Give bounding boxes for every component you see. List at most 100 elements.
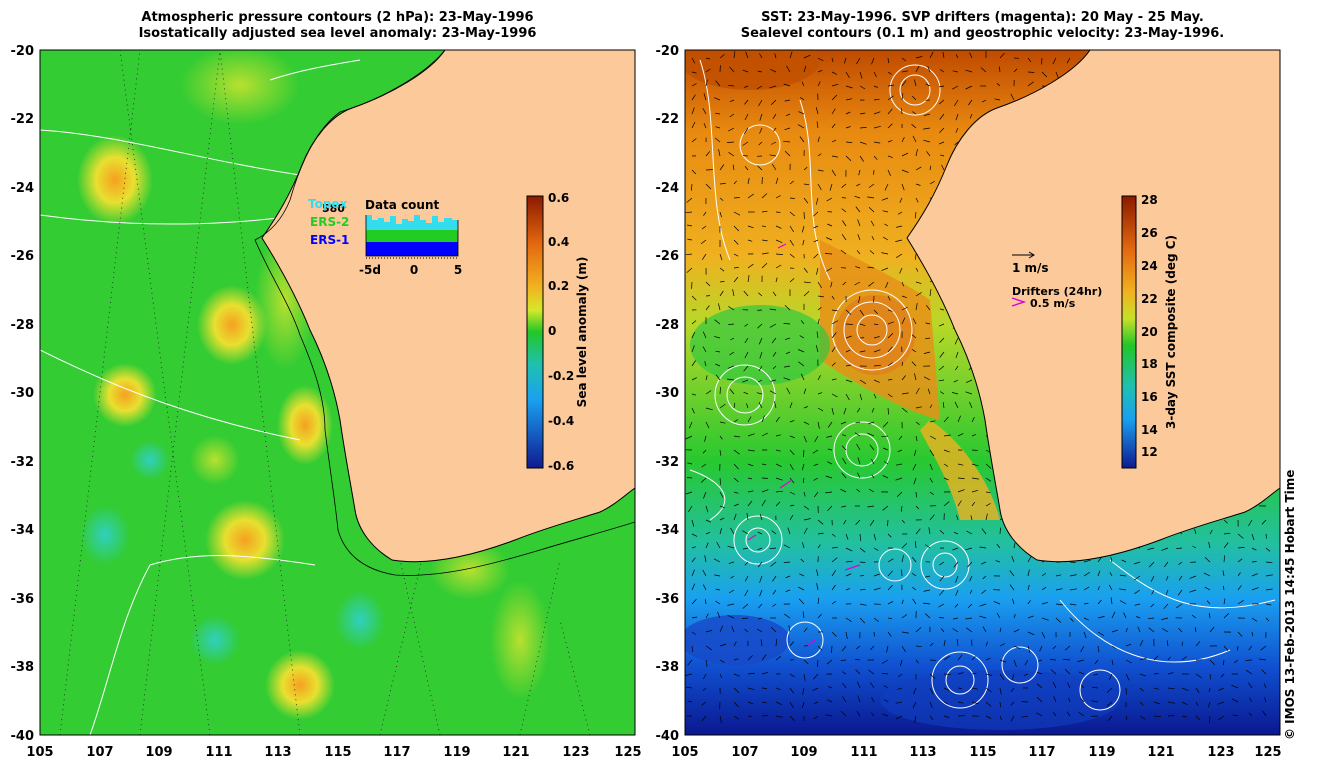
velocity-arrow: [1161, 547, 1169, 551]
velocity-arrow: [887, 346, 893, 353]
velocity-arrow: [929, 701, 933, 708]
velocity-arrow: [999, 627, 1002, 633]
velocity-arrow: [967, 603, 973, 609]
velocity-arrow: [887, 558, 894, 563]
velocity-arrow: [1041, 572, 1047, 577]
velocity-arrow: [873, 336, 880, 339]
velocity-arrow: [687, 659, 693, 666]
velocity-arrow: [733, 658, 739, 661]
velocity-arrow: [1178, 575, 1183, 581]
velocity-arrow: [705, 613, 709, 619]
right-map[interactable]: [680, 30, 1280, 735]
velocity-arrow: [1265, 603, 1272, 606]
velocity-arrow: [702, 584, 707, 591]
velocity-arrow: [817, 597, 820, 605]
velocity-arrow: [713, 558, 721, 563]
velocity-arrow: [1024, 659, 1029, 666]
velocity-arrow: [758, 402, 763, 409]
velocity-arrow: [1083, 602, 1089, 605]
velocity-scale-label: 1 m/s: [1012, 261, 1049, 275]
velocity-arrow: [705, 390, 712, 395]
velocity-arrow: [761, 193, 768, 199]
velocity-arrow: [870, 645, 875, 651]
velocity-arrow: [705, 645, 712, 651]
velocity-arrow: [747, 177, 750, 185]
velocity-arrow: [845, 309, 852, 315]
sla-colorbar-label: Sea level anomaly (m): [575, 257, 589, 408]
velocity-arrow: [867, 196, 875, 199]
velocity-arrow: [858, 295, 861, 303]
velocity-arrow: [901, 183, 905, 191]
velocity-arrow: [845, 560, 853, 563]
velocity-arrow: [999, 673, 1005, 680]
velocity-arrow: [705, 542, 709, 549]
velocity-arrow: [717, 611, 721, 619]
velocity-arrow: [719, 673, 723, 679]
velocity-arrow: [985, 657, 991, 661]
velocity-arrow: [701, 253, 707, 260]
velocity-arrow: [929, 491, 934, 495]
velocity-arrow: [1041, 617, 1049, 621]
velocity-arrow: [733, 463, 739, 470]
velocity-arrow: [1125, 673, 1130, 681]
velocity-arrow: [789, 420, 795, 423]
velocity-arrow: [982, 626, 987, 633]
velocity-arrow: [859, 85, 866, 90]
velocity-arrow: [744, 575, 749, 582]
velocity-arrow: [1237, 585, 1242, 591]
velocity-arrow: [831, 108, 836, 115]
left-x-tick: 123: [562, 745, 589, 760]
velocity-arrow: [1248, 519, 1253, 527]
velocity-arrow: [940, 154, 945, 157]
velocity-arrow: [758, 603, 763, 609]
velocity-arrow: [747, 225, 754, 229]
velocity-arrow: [1207, 701, 1211, 708]
velocity-arrow: [730, 575, 735, 579]
velocity-arrow: [1218, 687, 1225, 691]
velocity-arrow: [1083, 559, 1091, 563]
velocity-arrow: [1231, 684, 1239, 689]
velocity-arrow: [1181, 701, 1188, 706]
left-map[interactable]: [40, 45, 635, 735]
velocity-arrow: [744, 337, 749, 344]
velocity-arrow: [729, 99, 735, 103]
velocity-arrow: [719, 164, 725, 171]
velocity-arrow: [957, 701, 964, 704]
velocity-arrow: [914, 211, 917, 219]
velocity-arrow: [789, 211, 796, 217]
velocity-arrow: [915, 303, 918, 311]
velocity-arrow: [719, 386, 721, 395]
velocity-arrow: [812, 449, 819, 454]
velocity-arrow: [756, 85, 763, 90]
velocity-arrow: [868, 183, 875, 188]
velocity-arrow: [1237, 547, 1245, 549]
satellite-tracks: [59, 50, 591, 735]
velocity-arrow: [831, 139, 837, 143]
velocity-arrow: [758, 141, 763, 146]
velocity-arrow: [719, 253, 723, 261]
velocity-arrow: [691, 94, 696, 101]
velocity-arrow: [800, 558, 805, 563]
sla-tick: 0: [548, 324, 556, 338]
velocity-arrow: [981, 589, 987, 594]
velocity-arrow: [705, 57, 711, 60]
velocity-arrow: [915, 281, 922, 284]
velocity-arrow: [1147, 547, 1155, 550]
velocity-arrow: [803, 281, 811, 284]
velocity-arrow: [733, 513, 737, 521]
velocity-arrow: [927, 388, 931, 395]
velocity-arrow: [952, 85, 959, 90]
velocity-arrow: [867, 266, 875, 269]
velocity-arrow: [1261, 519, 1267, 525]
velocity-arrow: [1027, 615, 1034, 619]
velocity-arrow: [775, 253, 783, 255]
velocity-arrow: [952, 547, 959, 551]
velocity-arrow: [770, 561, 777, 567]
velocity-arrow: [1181, 656, 1187, 661]
velocity-arrow: [803, 406, 808, 409]
sla-tick: -0.2: [548, 369, 574, 383]
velocity-arrow: [855, 645, 861, 650]
velocity-arrow: [1181, 641, 1183, 647]
velocity-arrow: [831, 407, 834, 415]
velocity-arrow: [1010, 701, 1015, 706]
